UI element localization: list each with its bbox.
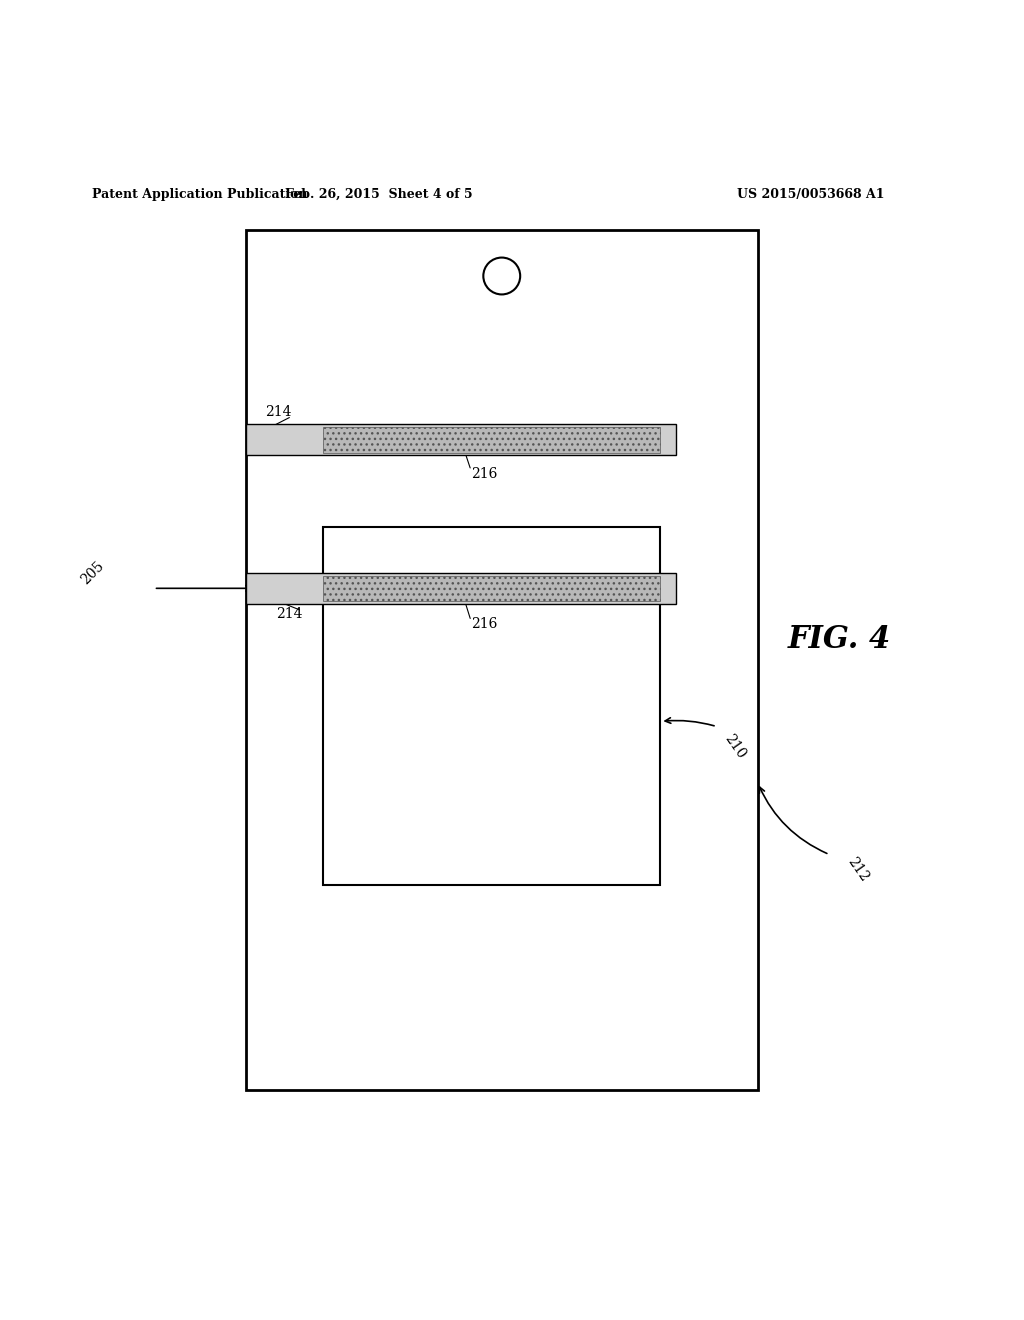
Bar: [323, 428, 660, 453]
Text: Feb. 26, 2015  Sheet 4 of 5: Feb. 26, 2015 Sheet 4 of 5: [285, 187, 473, 201]
Text: 216: 216: [471, 618, 498, 631]
Bar: [323, 527, 660, 886]
Text: 214: 214: [265, 405, 292, 420]
Text: Patent Application Publication: Patent Application Publication: [92, 187, 307, 201]
Circle shape: [483, 257, 520, 294]
Text: 210: 210: [722, 731, 749, 762]
Bar: [246, 573, 676, 603]
Text: FIG. 4: FIG. 4: [788, 624, 891, 655]
Bar: [323, 576, 660, 601]
Text: 205: 205: [78, 558, 106, 587]
Bar: [246, 230, 758, 1090]
Text: US 2015/0053668 A1: US 2015/0053668 A1: [737, 187, 885, 201]
Bar: [246, 425, 676, 455]
Text: 214: 214: [275, 607, 302, 620]
Text: 216: 216: [471, 467, 498, 480]
Text: 212: 212: [845, 855, 871, 884]
